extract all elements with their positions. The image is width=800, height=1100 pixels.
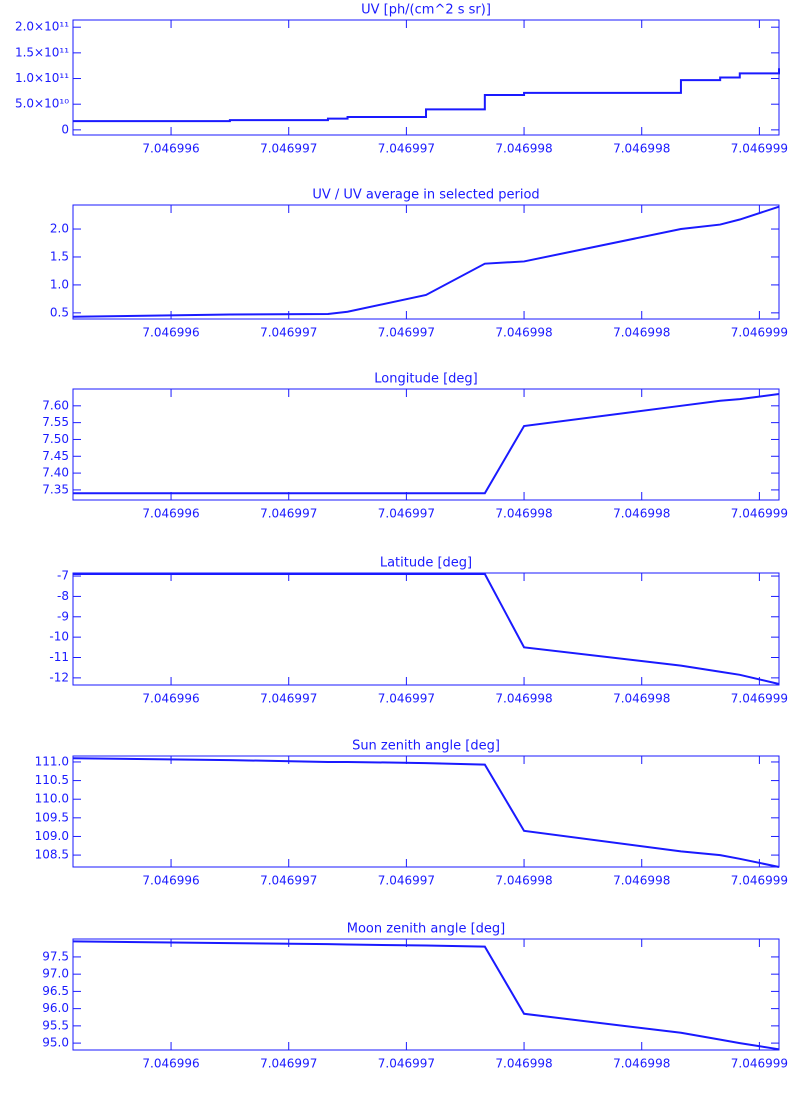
plot-frame (72, 572, 780, 686)
y-tick-label: 7.35 (42, 482, 69, 496)
y-tick-label: 95.5 (42, 1018, 69, 1032)
x-tick-label: 7.046997 (378, 1057, 435, 1071)
x-tick-label: 7.046998 (495, 326, 552, 340)
y-tick-label: 110.0 (35, 792, 69, 806)
x-tick-label: 7.046997 (378, 507, 435, 521)
x-tick-label: 7.046998 (613, 1057, 670, 1071)
y-tick-label: 1.0×10¹¹ (15, 71, 69, 85)
y-tick-label: -7 (57, 569, 69, 583)
y-tick-label: 5.0×10¹⁰ (15, 97, 69, 111)
chart-title: Longitude [deg] (374, 372, 477, 387)
y-tick-label: -8 (57, 589, 69, 603)
y-tick-label: 2.0 (50, 222, 69, 236)
x-tick-label: 7.046997 (260, 1057, 317, 1071)
y-tick-label: 7.45 (42, 449, 69, 463)
chart-title: Latitude [deg] (380, 556, 472, 571)
x-tick-label: 7.046998 (613, 874, 670, 888)
x-tick-label: 7.046997 (260, 326, 317, 340)
plot-frame (72, 19, 780, 136)
x-tick-label: 7.046997 (260, 692, 317, 706)
y-tick-label: 109.0 (35, 829, 69, 843)
y-tick-label: 1.5 (50, 249, 69, 263)
x-tick-label: 7.046997 (260, 142, 317, 156)
y-tick-label: -11 (49, 650, 69, 664)
data-line (72, 757, 780, 868)
x-tick-label: 7.046997 (378, 142, 435, 156)
y-tick-label: 7.55 (42, 415, 69, 429)
x-tick-label: 7.046999 (731, 1057, 788, 1071)
data-line (73, 68, 780, 123)
x-tick-label: 7.046998 (495, 507, 552, 521)
x-tick-label: 7.046998 (613, 507, 670, 521)
y-tick-label: 97.0 (42, 967, 69, 981)
y-tick-label: 7.50 (42, 432, 69, 446)
data-line (73, 573, 780, 685)
chart-title: UV [ph/(cm^2 s sr)] (361, 3, 491, 18)
plot-frame (72, 938, 780, 1051)
y-tick-label: 96.5 (42, 984, 69, 998)
x-tick-label: 7.046999 (731, 142, 788, 156)
y-tick-label: 7.60 (42, 398, 69, 412)
x-tick-label: 7.046998 (495, 692, 552, 706)
plot-frame (72, 755, 780, 868)
plot-frame (72, 204, 780, 320)
x-tick-label: 7.046997 (378, 874, 435, 888)
x-tick-label: 7.046999 (731, 692, 788, 706)
x-tick-label: 7.046999 (731, 326, 788, 340)
chart-title: Moon zenith angle [deg] (347, 922, 505, 937)
y-tick-label: 2.0×10¹¹ (15, 20, 69, 34)
y-tick-label: -9 (57, 609, 69, 623)
y-tick-label: 0.5 (50, 305, 69, 319)
y-tick-label: -10 (49, 630, 69, 644)
data-line (72, 205, 780, 318)
x-tick-label: 7.046996 (142, 692, 199, 706)
x-tick-label: 7.046998 (613, 326, 670, 340)
chart-title: UV / UV average in selected period (312, 188, 539, 203)
y-tick-label: 7.40 (42, 466, 69, 480)
chart-title: Sun zenith angle [deg] (352, 739, 500, 754)
x-tick-label: 7.046998 (495, 1057, 552, 1071)
x-tick-label: 7.046998 (495, 142, 552, 156)
y-tick-label: 96.0 (42, 1001, 69, 1015)
y-tick-label: 108.5 (35, 848, 69, 862)
y-tick-label: 110.5 (35, 773, 69, 787)
x-tick-label: 7.046996 (142, 142, 199, 156)
y-tick-label: 111.0 (35, 754, 69, 768)
plot-frame (72, 388, 780, 501)
x-tick-label: 7.046996 (142, 507, 199, 521)
y-tick-label: 109.5 (35, 810, 69, 824)
data-line (73, 393, 780, 495)
y-tick-label: 0 (61, 122, 69, 136)
x-tick-label: 7.046998 (613, 142, 670, 156)
x-tick-label: 7.046997 (378, 692, 435, 706)
data-line (72, 940, 780, 1051)
x-tick-label: 7.046999 (731, 507, 788, 521)
x-tick-label: 7.046996 (142, 1057, 199, 1071)
x-tick-label: 7.046998 (613, 692, 670, 706)
y-tick-label: 1.0 (50, 277, 69, 291)
x-tick-label: 7.046997 (260, 874, 317, 888)
y-tick-label: -12 (49, 670, 69, 684)
x-tick-label: 7.046999 (731, 874, 788, 888)
y-tick-label: 95.0 (42, 1036, 69, 1050)
x-tick-label: 7.046996 (142, 326, 199, 340)
x-tick-label: 7.046996 (142, 874, 199, 888)
x-tick-label: 7.046997 (378, 326, 435, 340)
x-tick-label: 7.046997 (260, 507, 317, 521)
x-tick-label: 7.046998 (495, 874, 552, 888)
y-tick-label: 97.5 (42, 949, 69, 963)
y-tick-label: 1.5×10¹¹ (15, 45, 69, 59)
